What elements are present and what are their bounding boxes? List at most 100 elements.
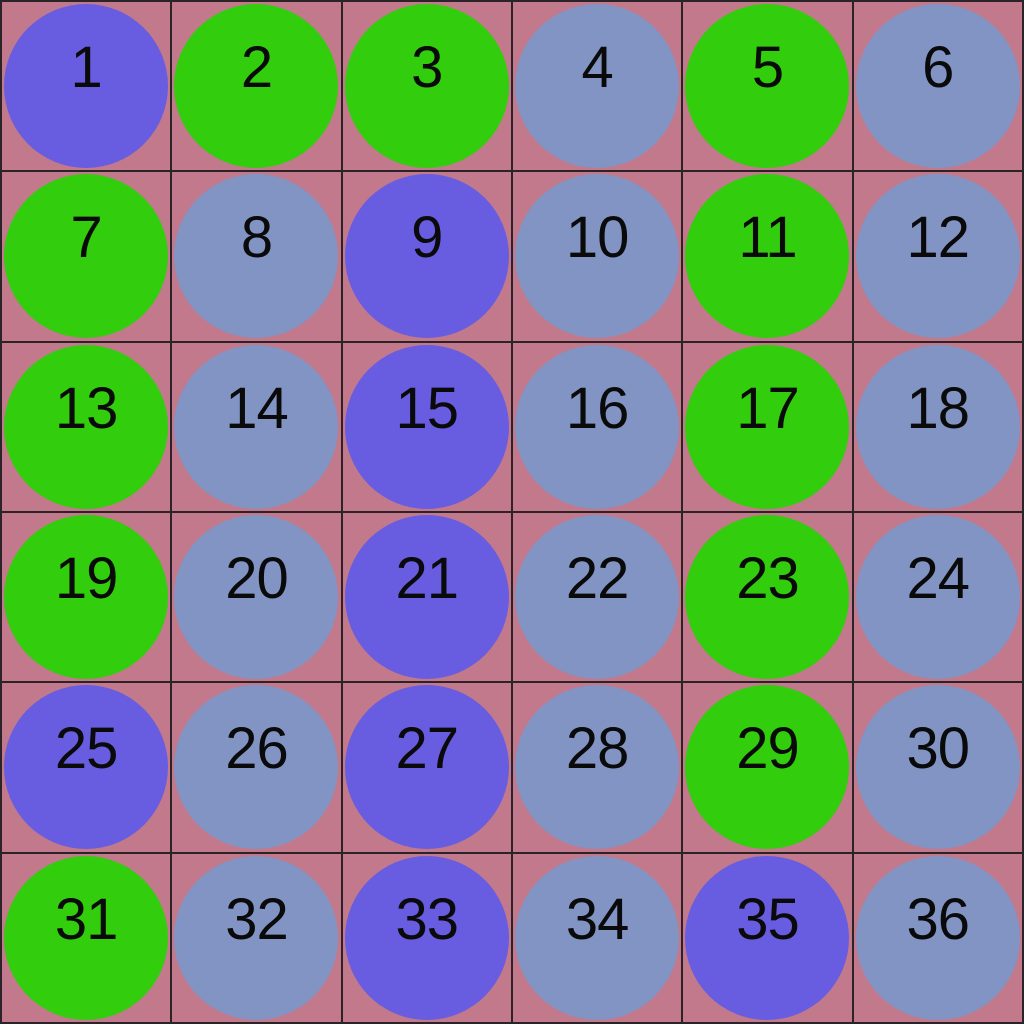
circle-number: 36 [906, 886, 971, 952]
grid-cell: 10 [512, 172, 682, 341]
numbered-circle[interactable]: 12 [855, 174, 1020, 339]
circle-number: 2 [240, 35, 273, 101]
circle-number: 28 [565, 716, 630, 782]
numbered-circle[interactable]: 26 [174, 685, 339, 850]
grid-cell: 22 [512, 512, 682, 682]
circle-number: 26 [225, 716, 289, 782]
grid-cell: 11 [683, 172, 852, 341]
circle-number: 27 [395, 716, 460, 782]
circle-number: 33 [395, 886, 460, 952]
numbered-circle[interactable]: 24 [855, 515, 1020, 680]
numbered-circle[interactable]: 17 [685, 344, 850, 509]
numbered-circle[interactable]: 25 [4, 685, 169, 850]
circle-number: 18 [906, 375, 971, 441]
numbered-circle[interactable]: 29 [685, 685, 850, 850]
grid-cell: 1 [2, 2, 171, 171]
circle-number: 3 [411, 35, 443, 101]
grid-cell: 35 [683, 853, 852, 1022]
numbered-circle[interactable]: 6 [855, 4, 1020, 169]
circle-number: 29 [736, 716, 800, 782]
circle-number: 1 [70, 35, 103, 101]
circle-number: 4 [581, 35, 614, 101]
numbered-circle[interactable]: 8 [174, 174, 339, 339]
grid-cell: 12 [853, 172, 1022, 341]
grid-cell: 6 [853, 2, 1022, 171]
numbered-circle[interactable]: 23 [685, 515, 850, 680]
grid-cell: 20 [172, 512, 341, 682]
grid-cell: 33 [342, 853, 511, 1022]
circle-number: 15 [395, 375, 460, 441]
numbered-circle[interactable]: 20 [174, 515, 339, 680]
numbered-circle[interactable]: 31 [4, 855, 169, 1020]
numbered-circle[interactable]: 27 [344, 685, 509, 850]
grid-cell: 21 [342, 512, 511, 682]
circle-number: 11 [738, 205, 797, 271]
circle-number: 34 [565, 886, 630, 952]
numbered-circle[interactable]: 15 [344, 344, 509, 509]
grid-cell: 3 [342, 2, 511, 171]
grid-cell: 30 [853, 683, 1022, 852]
grid-cell: 16 [512, 342, 682, 511]
numbered-circle[interactable]: 36 [855, 855, 1020, 1020]
grid-cell: 17 [683, 342, 852, 511]
grid-cell: 19 [2, 512, 171, 682]
numbered-circle[interactable]: 4 [515, 4, 680, 169]
circle-number: 17 [736, 375, 800, 441]
grid-cell: 28 [512, 683, 682, 852]
numbered-circle[interactable]: 33 [344, 855, 509, 1020]
grid-cell: 5 [683, 2, 852, 171]
circle-number: 32 [225, 886, 289, 952]
circle-number: 19 [54, 546, 119, 612]
circle-number: 24 [906, 546, 971, 612]
circle-number: 21 [395, 546, 460, 612]
numbered-circle[interactable]: 32 [174, 855, 339, 1020]
circle-number: 30 [906, 716, 971, 782]
numbered-circle[interactable]: 16 [515, 344, 680, 509]
grid-cell: 2 [172, 2, 341, 171]
numbered-circle[interactable]: 1 [4, 4, 169, 169]
grid-cell: 36 [853, 853, 1022, 1022]
numbered-circle[interactable]: 30 [855, 685, 1020, 850]
grid-cell: 7 [2, 172, 171, 341]
circle-number: 16 [565, 375, 630, 441]
circle-number: 25 [54, 716, 119, 782]
grid-cell: 18 [853, 342, 1022, 511]
numbered-circle[interactable]: 22 [515, 515, 680, 680]
grid-cell: 34 [512, 853, 682, 1022]
numbered-circle[interactable]: 11 [685, 174, 850, 339]
grid-cell: 27 [342, 683, 511, 852]
numbered-circle[interactable]: 14 [174, 344, 339, 509]
numbered-circle[interactable]: 2 [174, 4, 339, 169]
grid-cell: 4 [512, 2, 682, 171]
numbered-circle[interactable]: 9 [344, 174, 509, 339]
grid-cell: 32 [172, 853, 341, 1022]
numbered-circle[interactable]: 19 [4, 515, 169, 680]
circle-number: 9 [411, 205, 443, 271]
circle-number: 35 [736, 886, 800, 952]
circle-number: 6 [922, 35, 954, 101]
grid-cell: 29 [683, 683, 852, 852]
numbered-circle[interactable]: 7 [4, 174, 169, 339]
circle-number: 7 [70, 205, 103, 271]
numbered-circle[interactable]: 28 [515, 685, 680, 850]
circle-number: 12 [906, 205, 971, 271]
numbered-circle[interactable]: 34 [515, 855, 680, 1020]
numbered-circle[interactable]: 21 [344, 515, 509, 680]
numbered-circle[interactable]: 13 [4, 344, 169, 509]
grid-cell: 25 [2, 683, 171, 852]
numbered-circle[interactable]: 35 [685, 855, 850, 1020]
circle-number: 10 [565, 205, 630, 271]
circle-number: 22 [565, 546, 630, 612]
grid-cell: 13 [2, 342, 171, 511]
circle-number: 8 [240, 205, 273, 271]
numbered-circle[interactable]: 10 [515, 174, 680, 339]
numbered-circle[interactable]: 5 [685, 4, 850, 169]
grid-cell: 15 [342, 342, 511, 511]
circle-number: 31 [54, 886, 119, 952]
numbered-circle[interactable]: 18 [855, 344, 1020, 509]
grid-cell: 9 [342, 172, 511, 341]
grid-cell: 26 [172, 683, 341, 852]
circle-number: 23 [736, 546, 800, 612]
numbered-circle[interactable]: 3 [344, 4, 509, 169]
